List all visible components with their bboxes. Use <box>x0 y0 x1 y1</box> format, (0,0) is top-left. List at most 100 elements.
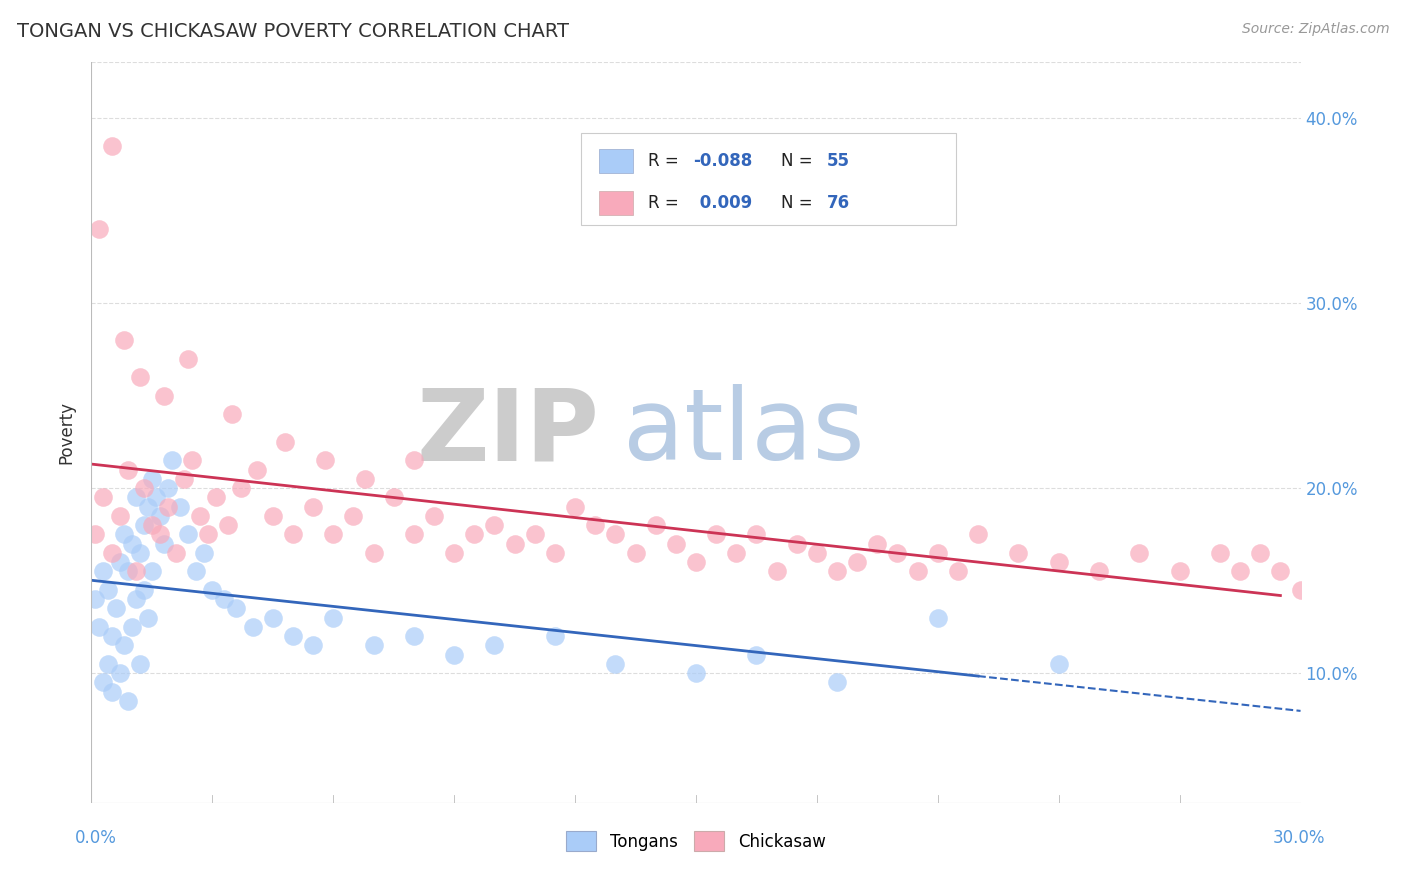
Point <box>382 491 405 505</box>
Point <box>141 472 163 486</box>
Point <box>112 527 135 541</box>
Point <box>197 527 219 541</box>
Text: TONGAN VS CHICKASAW POVERTY CORRELATION CHART: TONGAN VS CHICKASAW POVERTY CORRELATION … <box>17 22 569 41</box>
Point <box>302 639 325 653</box>
Point <box>165 546 187 560</box>
Point <box>89 222 111 236</box>
Point <box>96 657 118 671</box>
Point <box>484 518 506 533</box>
Point <box>125 491 148 505</box>
Point <box>624 546 647 560</box>
Point <box>93 565 115 579</box>
Point <box>193 546 215 560</box>
Point <box>156 481 179 495</box>
Point <box>153 536 176 550</box>
Text: 0.009: 0.009 <box>693 194 752 212</box>
Point <box>1088 565 1111 579</box>
Point <box>117 694 139 708</box>
Point <box>136 610 159 624</box>
Point <box>685 555 707 569</box>
Point <box>156 500 179 514</box>
Point <box>1209 546 1232 560</box>
Point <box>1289 582 1312 597</box>
Point <box>128 370 150 384</box>
Point <box>363 639 385 653</box>
Point <box>145 491 167 505</box>
Point <box>1270 565 1292 579</box>
Point <box>907 565 929 579</box>
Point <box>825 675 848 690</box>
Point <box>302 500 325 514</box>
Point <box>100 138 122 153</box>
Point <box>186 565 208 579</box>
Point <box>1128 546 1150 560</box>
Point <box>149 508 172 523</box>
Point <box>225 601 247 615</box>
Point <box>322 527 344 541</box>
Point <box>745 527 768 541</box>
Point <box>262 610 284 624</box>
Point <box>136 500 159 514</box>
Point <box>665 536 688 550</box>
Point <box>169 500 191 514</box>
Point <box>262 508 284 523</box>
Point <box>443 546 465 560</box>
Text: 0.0%: 0.0% <box>75 830 117 847</box>
Point <box>84 592 107 607</box>
Point <box>281 629 304 643</box>
Y-axis label: Poverty: Poverty <box>58 401 76 464</box>
Text: -0.088: -0.088 <box>693 152 752 169</box>
Point <box>242 620 264 634</box>
Point <box>132 582 155 597</box>
Point <box>104 601 127 615</box>
Point <box>927 610 949 624</box>
Point <box>214 592 236 607</box>
Point <box>201 582 224 597</box>
Point <box>886 546 908 560</box>
Point <box>141 565 163 579</box>
Point <box>121 536 143 550</box>
Point <box>274 434 297 449</box>
Point <box>281 527 304 541</box>
Point <box>946 565 969 579</box>
Point <box>402 453 425 467</box>
Point <box>423 508 446 523</box>
FancyBboxPatch shape <box>599 191 633 215</box>
Text: R =: R = <box>648 152 683 169</box>
Text: Source: ZipAtlas.com: Source: ZipAtlas.com <box>1241 22 1389 37</box>
Point <box>125 565 148 579</box>
Point <box>443 648 465 662</box>
Point <box>402 629 425 643</box>
Text: 55: 55 <box>827 152 849 169</box>
Point <box>605 657 627 671</box>
Point <box>363 546 385 560</box>
Point <box>128 657 150 671</box>
Point <box>117 565 139 579</box>
Point <box>132 518 155 533</box>
Point <box>745 648 768 662</box>
Point <box>1168 565 1191 579</box>
Point <box>967 527 990 541</box>
Point <box>141 518 163 533</box>
Point <box>117 462 139 476</box>
Point <box>583 518 606 533</box>
Point <box>544 546 567 560</box>
Point <box>605 527 627 541</box>
Point <box>100 685 122 699</box>
Text: R =: R = <box>648 194 683 212</box>
Text: atlas: atlas <box>623 384 865 481</box>
Point <box>322 610 344 624</box>
Point <box>354 472 377 486</box>
Point <box>644 518 666 533</box>
Point <box>564 500 586 514</box>
Point <box>806 546 828 560</box>
Point <box>503 536 526 550</box>
FancyBboxPatch shape <box>599 149 633 173</box>
Text: N =: N = <box>780 152 817 169</box>
Point <box>108 555 131 569</box>
Point <box>96 582 118 597</box>
Point <box>132 481 155 495</box>
Point <box>177 351 200 366</box>
Point <box>89 620 111 634</box>
Text: N =: N = <box>780 194 817 212</box>
